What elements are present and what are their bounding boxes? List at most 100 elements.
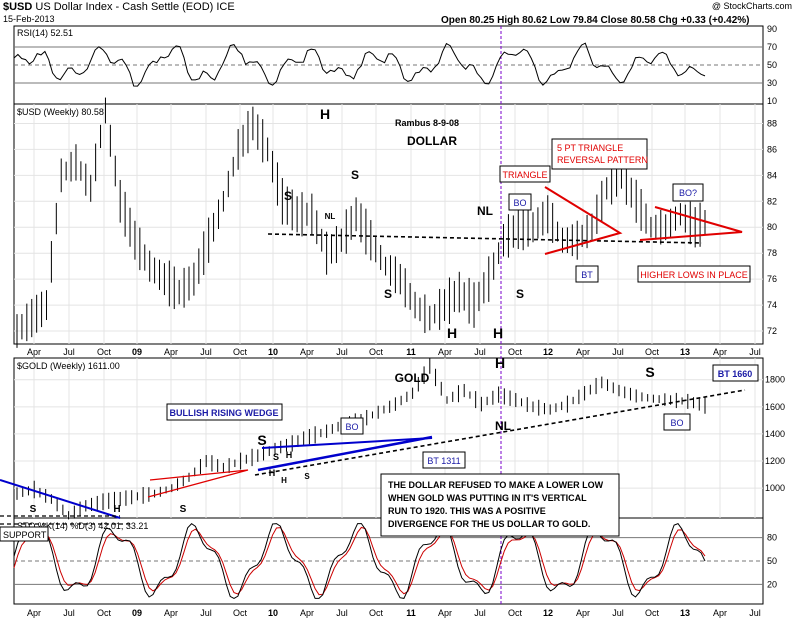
- usd-y-tick-label: 80: [767, 222, 777, 232]
- rsi-title: RSI(14) 52.51: [17, 28, 73, 38]
- sto-x-tick-label: Oct: [233, 608, 248, 618]
- note-line: THE DOLLAR REFUSED TO MAKE A LOWER LOW: [388, 480, 604, 490]
- usd-x-tick-label: Jul: [200, 347, 212, 357]
- sto-x-tick-label: Oct: [369, 608, 384, 618]
- usd-bo-q-box: [672, 183, 704, 202]
- rsi-y-tick-label: 10: [767, 96, 777, 106]
- usd-bo-box: [508, 193, 532, 211]
- five-pt-box: [551, 138, 648, 170]
- gold-pattern-h: H: [495, 355, 505, 371]
- gold-pattern-s: S: [645, 364, 654, 380]
- sto-x-tick-label: Jul: [63, 608, 75, 618]
- sto-x-tick-label: 10: [268, 608, 278, 618]
- gold-downtrend-line: [0, 479, 121, 519]
- usd-x-tick-label: Jul: [474, 347, 486, 357]
- usd-x-tick-label: Jul: [749, 347, 761, 357]
- usd-nl-label-small: NL: [325, 212, 336, 221]
- usd-pattern-h: H: [320, 106, 330, 122]
- sto-x-tick-label: Jul: [612, 608, 624, 618]
- usd-x-tick-label: Jul: [336, 347, 348, 357]
- usd-x-tick-label: 13: [680, 347, 690, 357]
- gold-pattern-h: H: [281, 476, 287, 485]
- usd-y-tick-label: 82: [767, 196, 777, 206]
- gold-wedge-upper: [261, 437, 433, 449]
- usd-y-tick-label: 72: [767, 326, 777, 336]
- usd-x-tick-label: Oct: [369, 347, 384, 357]
- quote-line: Open 80.25 High 80.62 Low 79.84 Close 80…: [441, 15, 750, 26]
- sto-x-tick-label: Oct: [508, 608, 523, 618]
- support-label: SUPPORT: [3, 530, 47, 540]
- rsi-y-tick-label: 30: [767, 78, 777, 88]
- usd-x-tick-label: Jul: [612, 347, 624, 357]
- usd-x-tick-label: Oct: [508, 347, 523, 357]
- gold-bo-box: [340, 417, 364, 435]
- gold-y-tick-label: 1600: [765, 402, 785, 412]
- sto-x-tick-label: Apr: [27, 608, 41, 618]
- sto-x-tick-label: Apr: [438, 608, 452, 618]
- rsi-y-tick-label: 50: [767, 60, 777, 70]
- usd-x-tick-label: Apr: [438, 347, 452, 357]
- triangle-box: [499, 165, 551, 183]
- usd-pattern-h: H: [493, 325, 503, 341]
- usd-neckline: [267, 233, 703, 244]
- sto-y-tick-label: 80: [767, 533, 777, 543]
- gold-pattern-s: S: [180, 504, 187, 515]
- gold-title: $GOLD (Weekly) 1611.00: [17, 361, 120, 371]
- bt1311-box: [422, 451, 466, 469]
- gold-pattern-s: S: [273, 452, 279, 462]
- usd-title: $USD (Weekly) 80.58: [17, 107, 104, 117]
- gold-pattern-s: S: [257, 432, 266, 448]
- usd-pattern-s: S: [384, 287, 392, 301]
- usd-y-tick-label: 78: [767, 248, 777, 258]
- gold-pattern-h: H: [269, 468, 276, 478]
- gold-wedge-lower: [257, 435, 433, 472]
- usd-triangle: [544, 186, 623, 255]
- sto-x-tick-label: Oct: [97, 608, 112, 618]
- usd-pattern-s: S: [516, 287, 524, 301]
- sto-y-tick-label: 50: [767, 556, 777, 566]
- sto-x-tick-label: Jul: [749, 608, 761, 618]
- higher-lows-box: [637, 265, 751, 283]
- sto-x-tick-label: Oct: [645, 608, 660, 618]
- usd-bo-q-label: BO?: [679, 188, 697, 198]
- bt1660-label: BT 1660: [718, 369, 753, 379]
- usd-x-tick-label: 09: [132, 347, 142, 357]
- gold-label: GOLD: [395, 371, 430, 385]
- usd-x-tick-label: Apr: [576, 347, 590, 357]
- usd-x-tick-label: Oct: [97, 347, 112, 357]
- bt1311-label: BT 1311: [427, 456, 460, 466]
- usd-pattern-h: H: [447, 325, 457, 341]
- dollar-label: DOLLAR: [407, 134, 457, 148]
- wedge-label: BULLISH RISING WEDGE: [169, 408, 278, 418]
- copyright: @ StockCharts.com: [711, 1, 792, 11]
- chart-date: 15-Feb-2013: [3, 14, 55, 24]
- usd-y-tick-label: 88: [767, 118, 777, 128]
- gold-pattern-s: S: [304, 472, 310, 481]
- usd-y-tick-label: 84: [767, 170, 777, 180]
- usd-x-tick-label: 12: [543, 347, 553, 357]
- rambus-label: Rambus 8-9-08: [395, 118, 459, 128]
- gold-y-tick-label: 1400: [765, 429, 785, 439]
- gold-bo-box-2: [663, 413, 691, 431]
- gold-pattern-h: H: [113, 504, 120, 515]
- usd-pattern-s: S: [351, 168, 359, 182]
- usd-pattern-s: S: [284, 189, 292, 203]
- sto-x-tick-label: 09: [132, 608, 142, 618]
- instrument-name: US Dollar Index - Cash Settle (EOD): [35, 1, 214, 13]
- sto-title: STO %K(14) %D(3) 42.01, 33.21: [17, 521, 148, 531]
- usd-bt-box: [575, 265, 599, 283]
- usd-bo-label: BO: [513, 198, 526, 208]
- triangle-label: TRIANGLE: [502, 170, 547, 180]
- note-line: RUN TO 1920. THIS WAS A POSITIVE: [388, 506, 546, 516]
- chart-header: $USD US Dollar Index - Cash Settle (EOD)…: [3, 1, 235, 13]
- usd-x-tick-label: 10: [268, 347, 278, 357]
- gold-small-triangle: [147, 469, 249, 498]
- sto-x-tick-label: 11: [406, 608, 416, 618]
- usd-x-tick-label: Oct: [645, 347, 660, 357]
- usd-x-tick-label: Apr: [300, 347, 314, 357]
- sto-x-tick-label: Jul: [336, 608, 348, 618]
- sto-x-tick-label: Jul: [200, 608, 212, 618]
- note-line: DIVERGENCE FOR THE US DOLLAR TO GOLD.: [388, 519, 590, 529]
- usd-x-tick-label: Jul: [63, 347, 75, 357]
- symbol: $USD: [3, 1, 33, 13]
